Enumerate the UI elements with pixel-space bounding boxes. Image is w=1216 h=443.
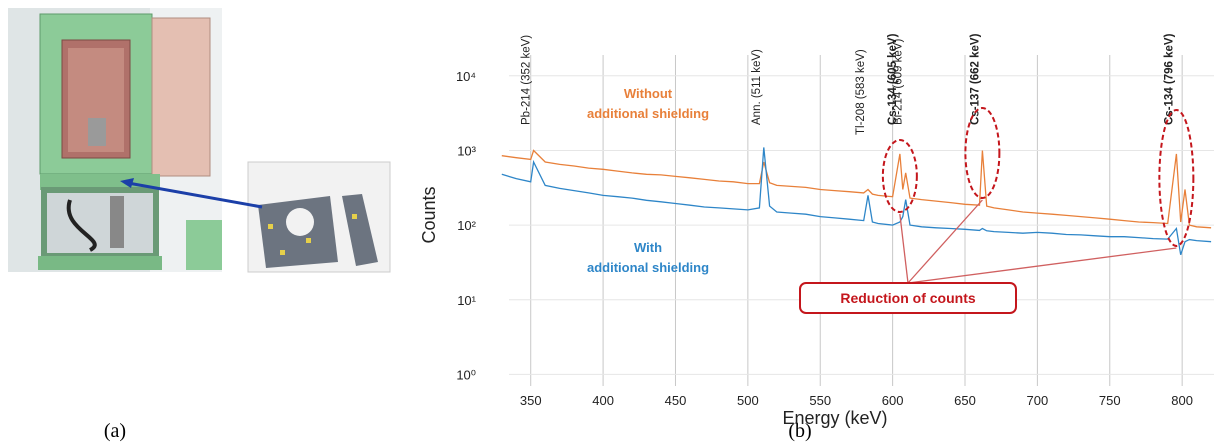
highlight-ellipse bbox=[881, 139, 918, 213]
panel-label: (a) bbox=[104, 420, 126, 442]
series-label: Without additional shielding bbox=[587, 86, 709, 121]
peak-label: Cs-134 (796 keV) bbox=[1163, 33, 1175, 125]
y-tick-label: 10³ bbox=[457, 143, 476, 158]
series-line bbox=[501, 149, 1212, 229]
peak-label: Cs-134 (605 keV) bbox=[887, 33, 899, 125]
y-tick-label: 10⁴ bbox=[456, 69, 476, 84]
callout-arrow bbox=[907, 247, 1177, 284]
highlight-ellipse bbox=[964, 107, 1001, 199]
inset-photo bbox=[247, 161, 391, 273]
x-tick-label: 750 bbox=[1099, 393, 1121, 408]
y-tick-label: 10⁰ bbox=[456, 367, 476, 382]
series-line bbox=[501, 147, 1212, 256]
series-label: With additional shielding bbox=[587, 240, 709, 275]
x-tick-label: 550 bbox=[809, 393, 831, 408]
photo bbox=[8, 8, 222, 272]
x-tick-label: 400 bbox=[592, 393, 614, 408]
panel-label: (b) bbox=[788, 420, 811, 442]
x-tick-label: 350 bbox=[520, 393, 542, 408]
arrow bbox=[120, 178, 263, 209]
peak-label: Tl-208 (583 keV) bbox=[855, 49, 867, 135]
x-tick-label: 450 bbox=[665, 393, 687, 408]
callout-arrow bbox=[907, 199, 983, 284]
y-axis-label: Counts bbox=[419, 186, 439, 243]
x-tick-label: 700 bbox=[1027, 393, 1049, 408]
callout-arrow bbox=[899, 213, 909, 284]
x-tick-label: 650 bbox=[954, 393, 976, 408]
x-axis-label: Energy (keV) bbox=[782, 408, 887, 428]
y-tick-label: 10² bbox=[457, 218, 476, 233]
callout-box bbox=[799, 282, 1017, 314]
x-tick-label: 800 bbox=[1171, 393, 1193, 408]
peak-label: Cs-137 (662 keV) bbox=[969, 33, 981, 125]
x-tick-label: 500 bbox=[737, 393, 759, 408]
y-tick-label: 10¹ bbox=[457, 293, 476, 308]
x-tick-label: 600 bbox=[882, 393, 904, 408]
callout-text: Reduction of counts bbox=[840, 290, 976, 306]
highlight-ellipse bbox=[1158, 109, 1195, 247]
peak-label: Pb-214 (352 keV) bbox=[521, 35, 533, 125]
peak-label: Bi-214 (609 keV) bbox=[893, 39, 905, 125]
peak-label: Ann. (511 keV) bbox=[751, 49, 763, 125]
